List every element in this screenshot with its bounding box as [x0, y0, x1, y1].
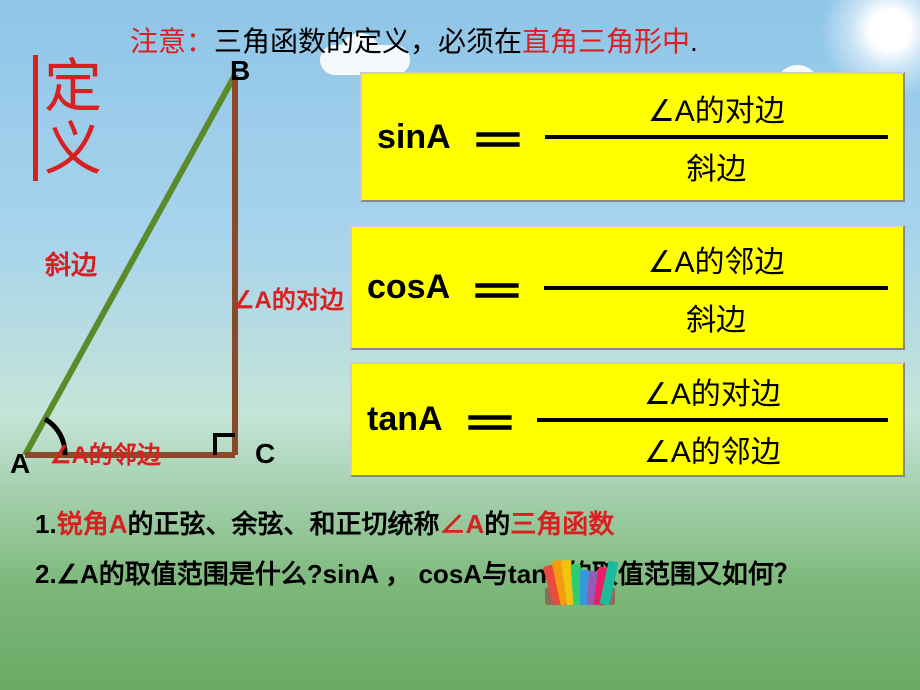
- s1-b: 的正弦、余弦、和正切统称: [127, 509, 439, 539]
- s1-num: 1.: [35, 509, 57, 539]
- sin-numerator: ∠A的对边: [628, 81, 805, 135]
- note-prefix: 注意：: [130, 26, 214, 57]
- sin-denominator: 斜边: [666, 139, 766, 193]
- tan-label: tanA: [367, 400, 443, 439]
- s1-a: 锐角A: [57, 509, 128, 539]
- hypotenuse-label: 斜边: [45, 245, 97, 282]
- triangle-diagram: A B C 斜边 ∠A的对边 ∠A的邻边: [5, 55, 345, 475]
- top-note: 注意：三角函数的定义，必须在直角三角形中.: [130, 20, 698, 60]
- note-suffix: .: [690, 26, 698, 57]
- cos-numerator: ∠A的邻边: [628, 232, 805, 286]
- sin-label: sinA: [377, 118, 451, 157]
- formula-tan: tanA ＝ ∠A的对边 ∠A的邻边: [350, 362, 905, 477]
- adjacent-label: ∠A的邻边: [50, 435, 161, 470]
- formula-sin: sinA ＝ ∠A的对边 斜边: [360, 72, 905, 202]
- s1-d: 的: [484, 509, 510, 539]
- slide-content: 注意：三角函数的定义，必须在直角三角形中. 定义 A B C 斜边 ∠A的对边 …: [0, 0, 920, 690]
- equals-icon: ＝: [461, 388, 518, 452]
- vertex-a: A: [10, 448, 30, 480]
- cos-denominator: 斜边: [666, 290, 766, 344]
- cos-label: cosA: [367, 268, 450, 307]
- tan-denominator: ∠A的邻边: [624, 422, 801, 476]
- crayons-decoration: [510, 565, 640, 605]
- note-highlight: 直角三角形中: [522, 26, 690, 57]
- vertex-b: B: [230, 55, 250, 87]
- tan-numerator: ∠A的对边: [624, 364, 801, 418]
- opposite-label: ∠A的对边: [233, 280, 344, 315]
- equals-icon: ＝: [469, 256, 526, 320]
- formula-cos: cosA ＝ ∠A的邻边 斜边: [350, 225, 905, 350]
- s1-c: ∠A: [439, 509, 484, 539]
- equals-icon: ＝: [469, 105, 526, 169]
- sin-fraction: ∠A的对边 斜边: [545, 81, 888, 193]
- statement-2: 2.∠A的取值范围是什么?sinA ， cosA与tanA的取值范围又如何？: [35, 555, 800, 594]
- tan-fraction: ∠A的对边 ∠A的邻边: [537, 364, 888, 476]
- vertex-c: C: [255, 438, 275, 470]
- note-text: 三角函数的定义，必须在: [214, 26, 522, 57]
- cos-fraction: ∠A的邻边 斜边: [544, 232, 888, 344]
- statement-1: 1.锐角A的正弦、余弦、和正切统称∠A的三角函数: [35, 505, 614, 544]
- s1-e: 三角函数: [510, 509, 614, 539]
